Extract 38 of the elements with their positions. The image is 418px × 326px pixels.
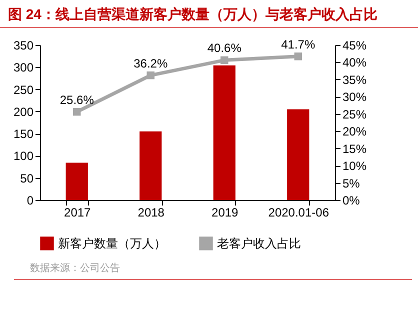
data-label: 40.6%: [207, 41, 242, 56]
point: [146, 71, 154, 80]
y2-tick-label: 0%: [342, 194, 360, 208]
point: [73, 108, 81, 116]
y-tick-label: 150: [13, 127, 34, 142]
data-label: 36.2%: [134, 56, 168, 70]
y2-tick-label: 5%: [342, 176, 360, 190]
y-tick-label: 200: [13, 104, 34, 119]
legend-label: 老客户收入占比: [217, 236, 301, 250]
bar: [287, 109, 310, 200]
bar: [140, 131, 162, 200]
y-tick-label: 350: [13, 38, 34, 52]
data-label: 25.6%: [60, 92, 94, 107]
data-label: 41.7%: [281, 37, 316, 52]
y2-tick-label: 40%: [342, 56, 367, 70]
legend-label: 新客户数量（万人）: [58, 236, 166, 250]
chart-title: 图 24：线上自营渠道新客户数量（万人）与老客户收入占比: [0, 0, 418, 28]
point: [220, 56, 228, 64]
y2-tick-label: 30%: [342, 90, 367, 104]
y-tick-label: 300: [13, 60, 34, 75]
y2-tick-label: 20%: [342, 124, 367, 139]
x-tick-label: 2020.01-06: [268, 206, 330, 220]
x-tick-label: 2018: [138, 206, 165, 220]
y-tick-label: 100: [13, 149, 34, 164]
y2-tick-label: 45%: [342, 38, 367, 52]
y2-tick-label: 35%: [342, 72, 367, 87]
y-tick-label: 50: [20, 171, 34, 186]
source-note: 数据来源：公司公告: [14, 255, 412, 280]
y2-tick-label: 25%: [342, 107, 367, 122]
bar: [213, 65, 236, 200]
y2-tick-label: 10%: [342, 159, 367, 174]
point: [294, 52, 302, 60]
x-tick-label: 2019: [212, 206, 239, 220]
x-tick-label: 2017: [64, 206, 92, 220]
y2-tick-label: 15%: [342, 142, 367, 156]
y-tick-label: 250: [13, 82, 34, 97]
bar: [66, 162, 88, 200]
y-tick-label: 0: [26, 194, 34, 208]
